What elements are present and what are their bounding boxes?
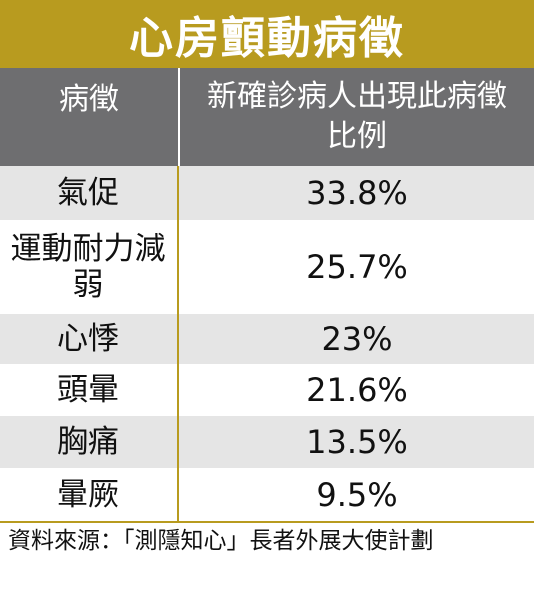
header-divider	[178, 68, 180, 166]
table-row: 暈厥 9.5%	[0, 468, 534, 522]
title-bar: 心房顫動病徵	[0, 0, 534, 68]
header-percent: 新確診病人出現此病徵比例	[207, 79, 507, 154]
table-row: 氣促 33.8%	[0, 166, 534, 220]
symptom-cell: 胸痛	[57, 424, 119, 460]
table-title: 心房顫動病徵	[129, 13, 405, 64]
percent-cell: 33.8%	[306, 174, 408, 212]
percent-cell: 21.6%	[306, 371, 408, 409]
column-divider	[177, 166, 179, 522]
table-row: 心悸 23%	[0, 314, 534, 364]
table-row: 胸痛 13.5%	[0, 416, 534, 468]
table-row: 頭暈 21.6%	[0, 364, 534, 416]
table-row: 運動耐力減弱 25.7%	[0, 220, 534, 314]
symptom-cell: 頭暈	[57, 372, 119, 408]
header-symptom: 病徵	[59, 82, 119, 117]
bottom-rule	[0, 521, 534, 523]
percent-cell: 9.5%	[316, 476, 398, 514]
symptom-cell: 心悸	[57, 321, 119, 357]
symptom-cell: 運動耐力減弱	[10, 231, 166, 303]
symptom-cell: 暈厥	[57, 477, 119, 513]
source-note: 資料來源：「測隱知心」長者外展大使計劃	[8, 528, 434, 554]
percent-cell: 23%	[321, 320, 393, 358]
table-header: 病徵 新確診病人出現此病徵比例	[0, 68, 534, 166]
symptom-cell: 氣促	[57, 175, 119, 211]
percent-cell: 25.7%	[306, 248, 408, 286]
table-body: 氣促 33.8% 運動耐力減弱 25.7% 心悸 23% 頭暈 21.6% 胸痛…	[0, 166, 534, 522]
percent-cell: 13.5%	[306, 423, 408, 461]
